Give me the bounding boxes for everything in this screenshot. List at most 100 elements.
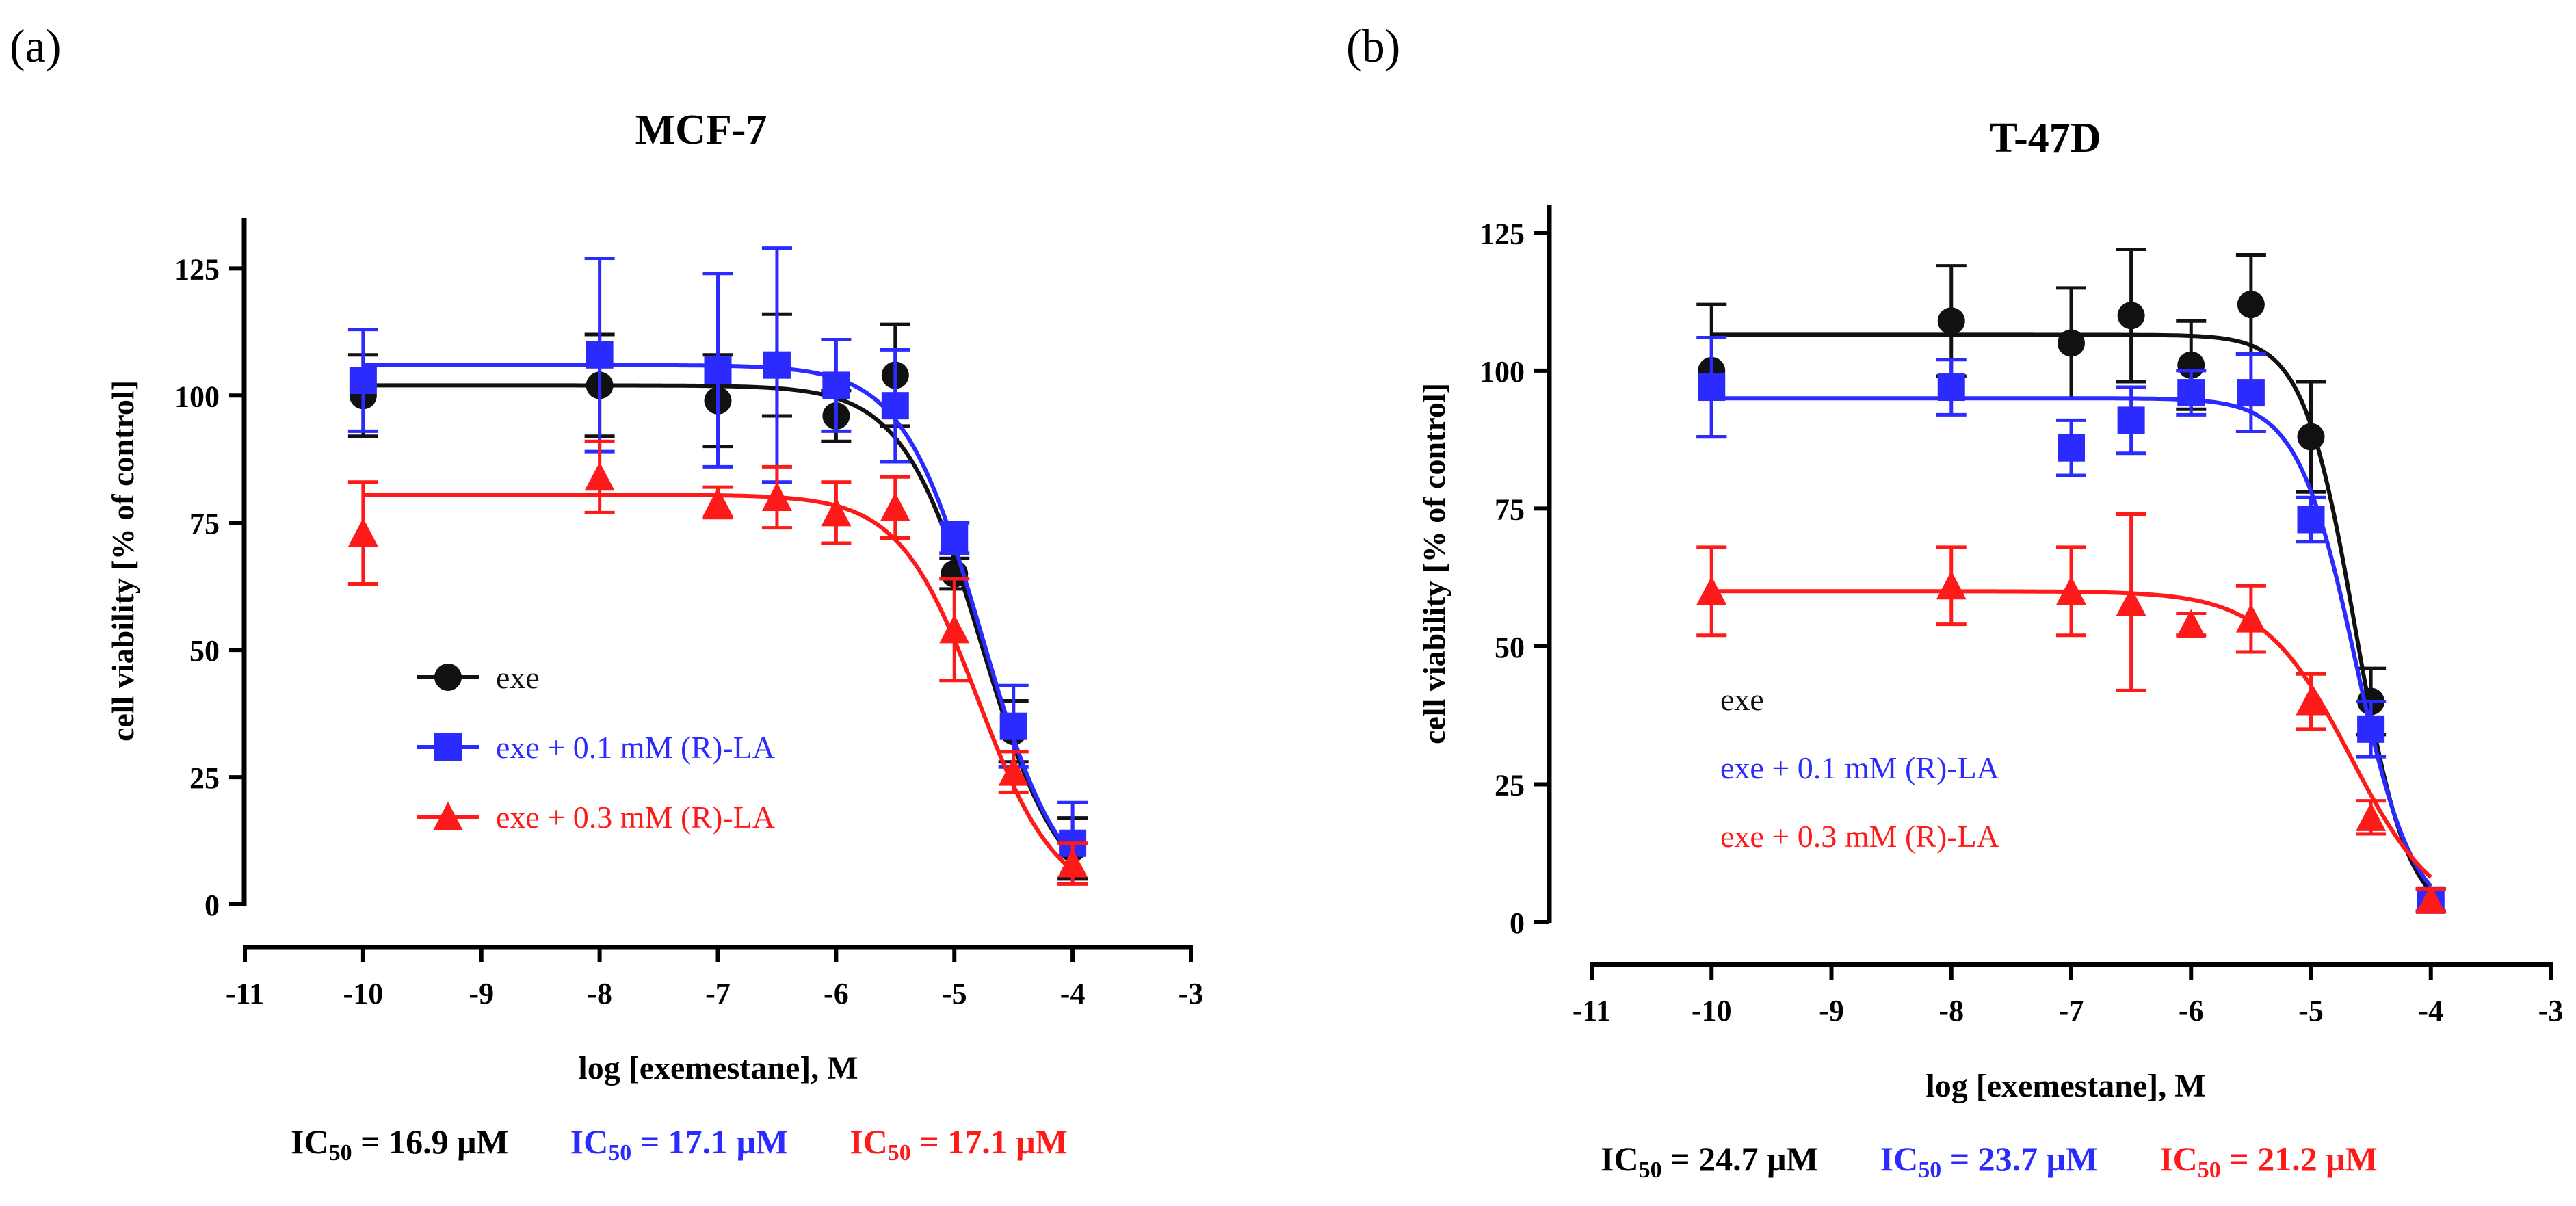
data-point bbox=[2356, 802, 2387, 831]
series-1 bbox=[347, 246, 1088, 886]
ic50-row-a: IC50 = 16.9 μM IC50 = 17.1 μM IC50 = 17.1 … bbox=[291, 1122, 1068, 1166]
x-tick-label: -10 bbox=[1692, 994, 1732, 1027]
x-tick-label: -5 bbox=[942, 977, 967, 1010]
data-point bbox=[2117, 302, 2145, 330]
ic50-value: IC50 = 24.7 μM bbox=[1601, 1140, 1819, 1183]
ic50-row-b: IC50 = 24.7 μM IC50 = 23.7 μM IC50 = 21.2 … bbox=[1601, 1139, 2378, 1183]
data-point bbox=[1937, 373, 1965, 402]
y-tick-label: 100 bbox=[1480, 355, 1525, 389]
data-point bbox=[347, 518, 378, 547]
panel-tag: (a) bbox=[10, 20, 61, 72]
x-axis-label: log [exemestane], M bbox=[1926, 1068, 2205, 1104]
x-tick-label: -6 bbox=[824, 977, 849, 1010]
x-tick-label: -6 bbox=[2179, 994, 2204, 1027]
ic50-value: IC50 = 17.1 μM bbox=[850, 1123, 1068, 1166]
data-point bbox=[2058, 434, 2085, 462]
x-tick-label: -3 bbox=[1179, 977, 1204, 1010]
data-point bbox=[2117, 406, 2145, 434]
series-2 bbox=[1696, 512, 2446, 914]
panel-tag: (b) bbox=[1346, 20, 1400, 72]
data-point bbox=[939, 614, 970, 644]
legend-label: exe + 0.1 mM (R)-LA bbox=[1720, 750, 1999, 785]
data-point bbox=[1696, 576, 1727, 605]
y-tick-label: 100 bbox=[174, 380, 220, 413]
data-point bbox=[999, 712, 1027, 740]
x-tick-label: -5 bbox=[2298, 994, 2324, 1027]
y-tick-label: 0 bbox=[205, 889, 220, 922]
x-tick-label: -9 bbox=[469, 977, 494, 1010]
y-tick-label: 25 bbox=[1495, 768, 1525, 802]
fit-curve bbox=[1711, 396, 2433, 888]
data-point bbox=[702, 487, 733, 516]
legend-label: exe + 0.3 mM (R)-LA bbox=[1720, 819, 1999, 854]
x-tick-label: -11 bbox=[226, 977, 264, 1010]
data-point bbox=[2116, 587, 2146, 616]
y-tick-label: 0 bbox=[1510, 906, 1525, 940]
legend-marker bbox=[434, 733, 462, 761]
data-point bbox=[2176, 609, 2207, 638]
data-point bbox=[2058, 329, 2085, 357]
data-point bbox=[941, 524, 969, 552]
y-axis-label: cell viability [% of control] bbox=[1417, 383, 1451, 744]
data-point bbox=[2357, 715, 2385, 743]
data-point bbox=[880, 492, 910, 521]
x-axis-label: log [exemestane], M bbox=[578, 1050, 858, 1086]
data-point bbox=[349, 366, 377, 394]
data-point bbox=[998, 757, 1029, 786]
y-tick-label: 75 bbox=[1495, 493, 1525, 526]
x-tick-label: -8 bbox=[587, 977, 612, 1010]
series-2 bbox=[347, 439, 1088, 886]
data-point bbox=[2237, 291, 2265, 319]
x-tick-label: -11 bbox=[1573, 994, 1611, 1027]
x-tick-label: -7 bbox=[2059, 994, 2084, 1027]
ic50-value: IC50 = 23.7 μM bbox=[1880, 1140, 2099, 1183]
data-point bbox=[1937, 307, 1965, 335]
x-tick-label: -3 bbox=[2538, 994, 2564, 1027]
data-point bbox=[2237, 379, 2265, 407]
x-tick-label: -4 bbox=[1060, 977, 1086, 1010]
y-tick-label: 125 bbox=[1480, 217, 1525, 250]
data-point bbox=[2296, 686, 2326, 716]
x-tick-label: -4 bbox=[2418, 994, 2443, 1027]
legend-label: exe + 0.1 mM (R)-LA bbox=[496, 730, 775, 765]
data-point bbox=[2297, 423, 2325, 451]
chart-panel-a: (a) MCF-7 0 25 50 75 100 125 -11 -10 -9 -8 -7 -6 -5 -4 -… bbox=[10, 20, 1203, 1086]
data-point bbox=[1698, 373, 1726, 402]
y-tick-label: 75 bbox=[189, 507, 220, 540]
data-point bbox=[584, 462, 615, 491]
y-tick-label: 50 bbox=[189, 634, 220, 668]
x-tick-label: -10 bbox=[343, 977, 384, 1010]
data-point bbox=[821, 497, 852, 527]
data-point bbox=[1057, 848, 1088, 878]
legend-marker bbox=[433, 802, 463, 830]
x-tick-label: -7 bbox=[705, 977, 731, 1010]
chart-panel-b: (b) T-47D 0 25 50 75 100 125 -11 -10 -9 -8 -7 -6 -5 -4 -… bbox=[1346, 20, 2563, 1104]
legend-marker bbox=[434, 664, 462, 691]
legend-label: exe bbox=[1720, 682, 1764, 717]
data-point bbox=[881, 392, 909, 420]
data-point bbox=[1936, 571, 1967, 600]
ic50-value: IC50 = 17.1 μM bbox=[570, 1123, 789, 1166]
data-point bbox=[2297, 506, 2325, 534]
data-point bbox=[761, 482, 792, 512]
data-point bbox=[822, 371, 850, 399]
data-point bbox=[2056, 576, 2086, 605]
chart-title: MCF-7 bbox=[635, 107, 767, 153]
y-tick-label: 50 bbox=[1495, 631, 1525, 664]
chart-title: T-47D bbox=[1989, 115, 2101, 161]
data-point bbox=[2177, 379, 2205, 407]
x-tick-label: -8 bbox=[1938, 994, 1964, 1027]
y-tick-label: 125 bbox=[174, 252, 220, 286]
y-tick-label: 25 bbox=[189, 761, 220, 795]
data-point bbox=[2415, 884, 2446, 914]
legend-label: exe bbox=[496, 660, 540, 695]
x-tick-label: -9 bbox=[1819, 994, 1844, 1027]
data-point bbox=[763, 351, 791, 379]
data-point bbox=[2235, 603, 2266, 633]
data-point bbox=[586, 341, 614, 369]
data-point bbox=[704, 356, 732, 384]
legend-label: exe + 0.3 mM (R)-LA bbox=[496, 800, 775, 835]
ic50-value: IC50 = 21.2 μM bbox=[2159, 1140, 2378, 1183]
y-axis-label: cell viability [% of control] bbox=[105, 380, 140, 742]
